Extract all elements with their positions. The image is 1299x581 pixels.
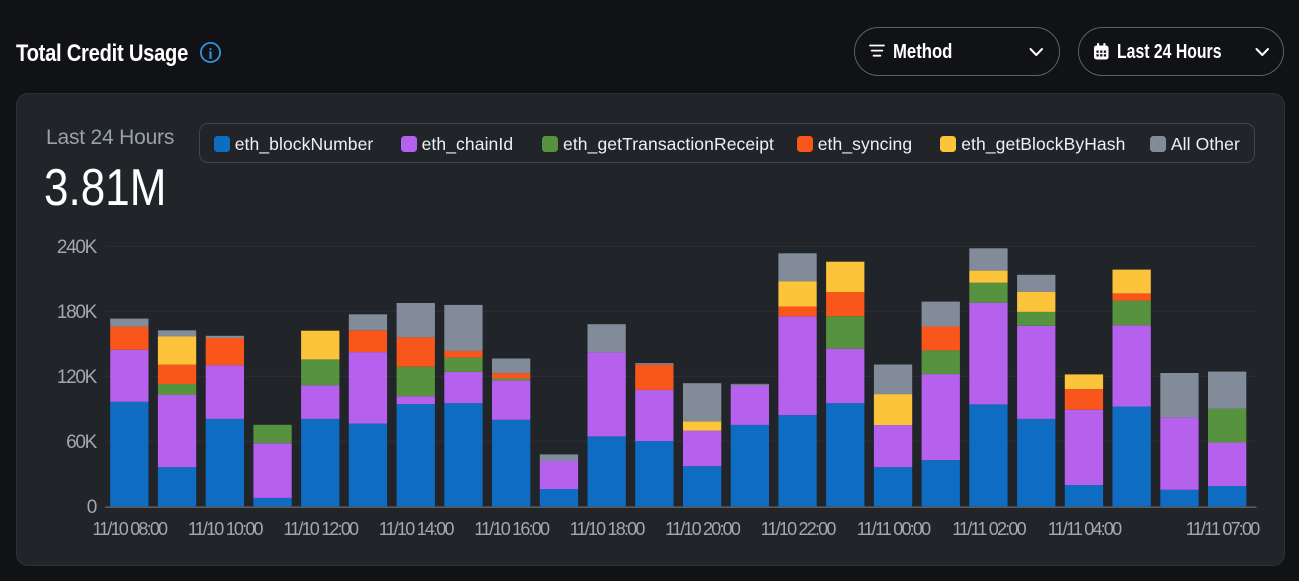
svg-text:0: 0 [87,497,97,518]
svg-text:11/10 08:00: 11/10 08:00 [92,519,168,539]
svg-text:i: i [208,47,212,63]
svg-text:60K: 60K [66,432,98,453]
svg-text:11/10 16:00: 11/10 16:00 [474,519,550,539]
svg-text:11/11 07:00: 11/11 07:00 [1186,519,1260,539]
svg-text:11/10 14:00: 11/10 14:00 [379,519,455,539]
svg-text:240K: 240K [57,237,98,258]
svg-text:11/10 20:00: 11/10 20:00 [665,519,741,539]
svg-text:11/10 18:00: 11/10 18:00 [570,519,646,539]
svg-text:11/10 22:00: 11/10 22:00 [761,519,837,539]
svg-text:11/10 10:00: 11/10 10:00 [188,519,264,539]
svg-text:120K: 120K [57,367,98,388]
svg-text:11/11 00:00: 11/11 00:00 [857,519,931,539]
svg-text:11/10 12:00: 11/10 12:00 [283,519,359,539]
svg-text:11/11 02:00: 11/11 02:00 [952,519,1026,539]
svg-text:11/11 04:00: 11/11 04:00 [1048,519,1122,539]
svg-text:180K: 180K [57,302,98,323]
